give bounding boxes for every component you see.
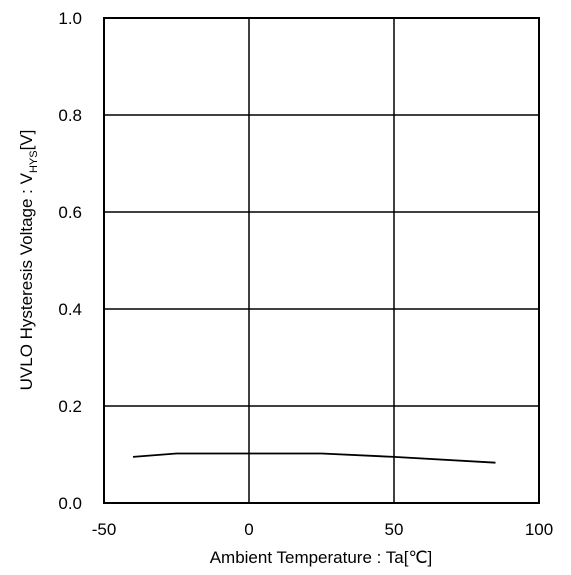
x-tick-label: -50 bbox=[92, 520, 117, 539]
y-tick-label: 0.0 bbox=[58, 494, 82, 513]
x-tick-label: 0 bbox=[244, 520, 253, 539]
x-tick-label: 100 bbox=[525, 520, 553, 539]
y-tick-label: 0.6 bbox=[58, 203, 82, 222]
y-tick-label: 0.2 bbox=[58, 397, 82, 416]
y-tick-label: 1.0 bbox=[58, 9, 82, 28]
grid-layer bbox=[104, 18, 539, 503]
plot-frame bbox=[103, 17, 540, 504]
y-axis-title-subscript: HYS bbox=[28, 150, 40, 173]
series-line bbox=[132, 452, 496, 464]
series-layer bbox=[132, 452, 496, 464]
x-axis-title: Ambient Temperature : Ta[℃] bbox=[210, 548, 433, 567]
y-axis-title: UVLO Hysteresis Voltage : VHYS[V] bbox=[17, 130, 40, 391]
y-tick-label: 0.8 bbox=[58, 106, 82, 125]
x-tick-labels: -50 0 50 100 bbox=[92, 520, 553, 539]
y-tick-labels: 0.0 0.2 0.4 0.6 0.8 1.0 bbox=[58, 9, 82, 513]
x-tick-label: 50 bbox=[385, 520, 404, 539]
y-axis-title-main: UVLO Hysteresis Voltage : V bbox=[17, 172, 36, 390]
y-tick-label: 0.4 bbox=[58, 300, 82, 319]
y-axis-title-unit: [V] bbox=[17, 130, 36, 151]
